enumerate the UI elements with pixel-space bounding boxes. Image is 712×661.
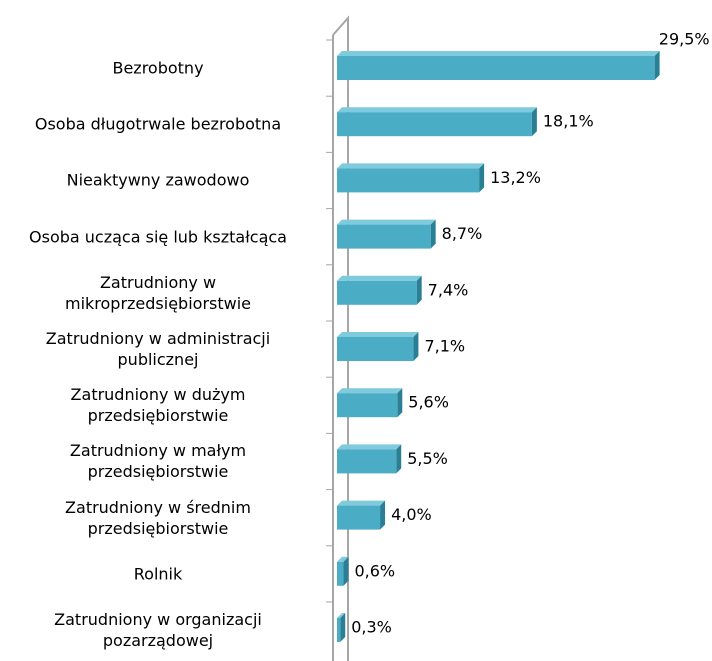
bar — [337, 332, 419, 361]
value-label: 5,5% — [407, 449, 448, 468]
value-label: 0,6% — [354, 561, 395, 580]
category-label: Zatrudniony w organizacji pozarządowej — [54, 610, 262, 650]
category-label: Osoba długotrwale bezrobotna — [34, 114, 282, 134]
value-label: 7,4% — [428, 280, 469, 299]
bar — [337, 163, 485, 193]
bar — [337, 444, 402, 474]
category-label: Osoba ucząca się lub kształcąca — [29, 227, 287, 247]
category-label: Rolnik — [133, 564, 183, 584]
category-label: Nieaktywny zawodowo — [66, 170, 250, 190]
bar — [337, 500, 386, 530]
value-label: 8,7% — [442, 224, 483, 243]
category-label: Zatrudniony w dużym przedsiębiorstwie — [70, 385, 246, 426]
bar — [337, 556, 349, 586]
bar — [337, 388, 403, 418]
value-label: 4,0% — [391, 505, 432, 524]
value-label: 18,1% — [543, 112, 594, 131]
bar — [337, 275, 422, 305]
bar — [337, 107, 537, 137]
category-label: Bezrobotny — [112, 58, 204, 78]
value-label: 5,6% — [408, 393, 449, 412]
category-label: Zatrudniony w średnim przedsiębiorstwie — [65, 497, 251, 538]
bar — [337, 613, 346, 642]
value-label: 7,1% — [424, 337, 465, 356]
bar — [337, 51, 660, 80]
category-label: Zatrudniony w mikroprzedsiębiorstwie — [64, 272, 252, 313]
value-label: 0,3% — [351, 618, 392, 637]
value-label: 29,5% — [659, 30, 710, 49]
category-label: Zatrudniony w małym przedsiębiorstwie — [69, 441, 247, 482]
value-label: 13,2% — [490, 168, 541, 187]
bar — [337, 219, 436, 249]
category-label: Zatrudniony w administracji publicznej — [45, 329, 271, 369]
